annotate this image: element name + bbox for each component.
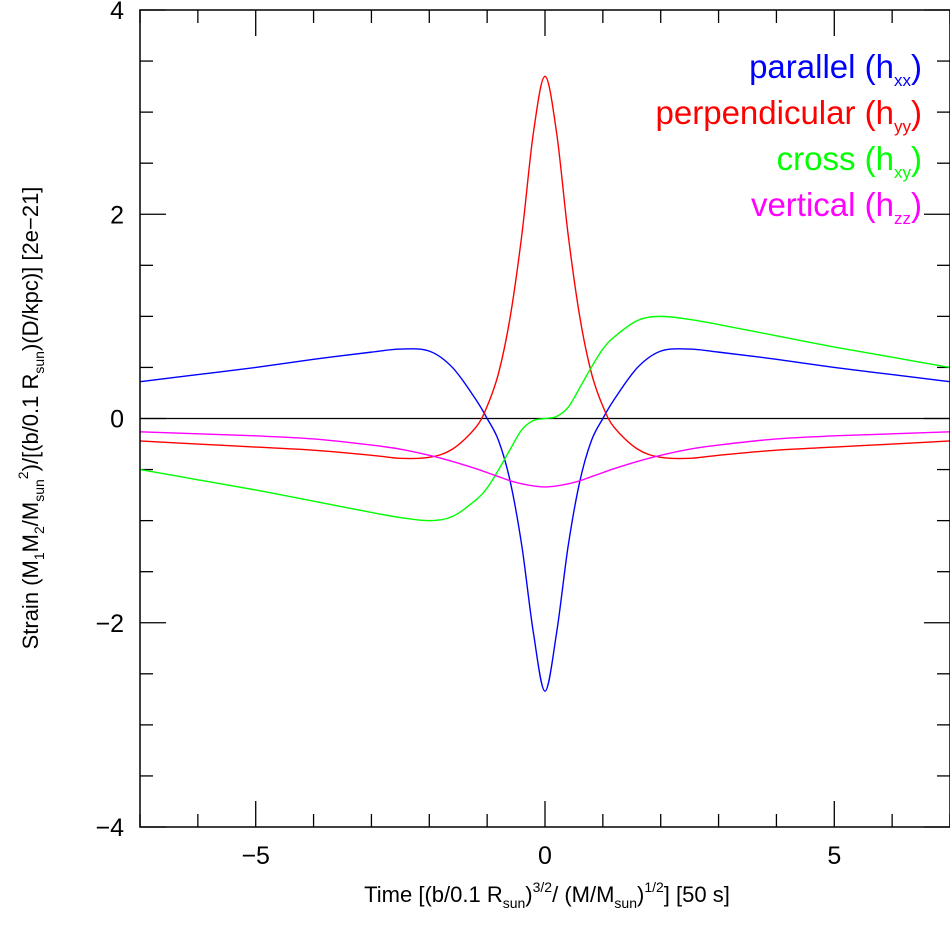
x-axis-label: Time [(b/0.1 Rsun)3/2/ (M/Msun)1/2] [50 …	[364, 879, 730, 911]
y-axis-label: Strain (M1M2/Msun2)/[(b/0.1 Rsun)(D/kpc)…	[15, 187, 47, 650]
x-tick-label: −5	[241, 842, 270, 870]
y-tick-label: 4	[110, 0, 124, 25]
y-tick-label: −2	[95, 610, 124, 638]
series-line-parallel	[140, 348, 950, 692]
legend-entry-cross: cross (hxy)	[777, 140, 922, 182]
y-tick-label: −4	[95, 814, 124, 842]
y-tick-label: 0	[110, 406, 124, 434]
legend: parallel (hxx)perpendicular (hyy)cross (…	[656, 48, 922, 228]
legend-entry-perpendicular: perpendicular (hyy)	[656, 94, 922, 136]
tick-labels: −5 0 5 −4 −2 0 2 4	[95, 0, 841, 870]
y-tick-label: 2	[110, 201, 124, 229]
series-line-perpendicular	[140, 75, 950, 460]
series-line-vertical	[140, 431, 950, 488]
plot-frame	[139, 9, 950, 828]
legend-entry-parallel: parallel (hxx)	[749, 48, 922, 90]
series-line-cross	[140, 315, 950, 522]
series-layer	[140, 75, 950, 692]
legend-entry-vertical: vertical (hzz)	[751, 186, 922, 228]
x-tick-label: 5	[827, 842, 841, 870]
x-tick-label: 0	[538, 842, 552, 870]
